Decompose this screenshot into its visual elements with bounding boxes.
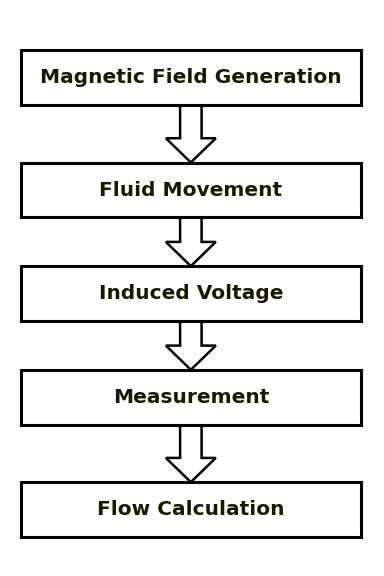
Text: Measurement: Measurement (113, 388, 269, 407)
Bar (21, 267, 361, 321)
Polygon shape (166, 321, 216, 370)
Bar (21, 162, 361, 217)
Text: Fluid Movement: Fluid Movement (99, 181, 283, 199)
Text: Induced Voltage: Induced Voltage (99, 285, 283, 303)
Bar (21, 51, 361, 105)
Text: Magnetic Field Generation: Magnetic Field Generation (40, 69, 342, 87)
Polygon shape (166, 425, 216, 482)
Text: Flow Calculation: Flow Calculation (97, 501, 285, 519)
Bar (21, 483, 361, 537)
Bar (21, 370, 361, 425)
Polygon shape (166, 218, 216, 266)
Polygon shape (166, 105, 216, 162)
